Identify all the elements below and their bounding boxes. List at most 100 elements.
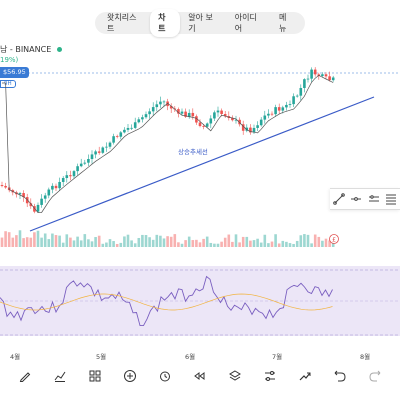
undo-icon[interactable] [332, 368, 348, 384]
top-tab-bar: 왓치리스트 차트 알아 보기 아이디어 메뉴 [95, 9, 305, 37]
candle-body [22, 193, 25, 198]
candle-body [295, 95, 299, 97]
candle-body [108, 142, 112, 147]
price-countdown-badge: 9H [0, 80, 16, 88]
candle-body [267, 113, 270, 116]
candle-body [155, 104, 159, 108]
volume-bar [195, 239, 198, 247]
volume-bar [238, 242, 241, 247]
candle-body [331, 77, 335, 81]
candle-body [148, 111, 151, 115]
candle-body [202, 126, 205, 127]
candle-body [144, 114, 148, 118]
candle-body [216, 110, 220, 113]
candle-body [58, 181, 61, 189]
volume-bar [313, 234, 317, 247]
candle-body [245, 127, 249, 131]
trendline-label: 상승추세선 [178, 148, 208, 156]
candle-body [256, 125, 259, 128]
volume-bar [187, 236, 191, 247]
candle-body [33, 206, 36, 212]
volume-bar [180, 243, 184, 247]
volume-bar [76, 236, 79, 247]
candle-body [36, 204, 40, 212]
diagonal-line-icon[interactable] [331, 191, 347, 207]
volume-bar [259, 242, 263, 247]
grid-icon[interactable] [87, 368, 103, 384]
candle-body [187, 112, 191, 117]
bottom-toolbar [0, 362, 400, 390]
tab-explore[interactable]: 알아 보기 [188, 13, 213, 33]
volume-bar [281, 240, 285, 247]
candle-body [328, 76, 331, 81]
rsi-chart[interactable] [0, 262, 400, 342]
volume-bar [148, 237, 151, 247]
volume-bar [119, 242, 123, 247]
volume-bar [166, 236, 169, 247]
symbol-title[interactable]: 남 - BINANCE [0, 44, 63, 55]
candle-body [83, 162, 87, 164]
tab-watchlist[interactable]: 왓치리스트 [107, 13, 137, 33]
volume-bar [317, 236, 321, 247]
volume-bar [43, 233, 47, 247]
candle-body [180, 111, 184, 114]
volume-bar [324, 238, 328, 247]
alarm-icon[interactable] [157, 368, 173, 384]
pencil-icon[interactable] [17, 368, 33, 384]
layers-icon[interactable] [227, 368, 243, 384]
indicator-icon[interactable] [52, 368, 68, 384]
candle-body [54, 185, 58, 189]
axis-month-may: 5월 [96, 353, 107, 361]
candle-body [205, 123, 209, 127]
tab-menu[interactable]: 메뉴 [278, 13, 287, 33]
volume-bar [177, 242, 180, 247]
volume-bar [101, 243, 105, 247]
volume-bar [198, 242, 202, 247]
volume-bar [83, 234, 87, 247]
candle-body [137, 119, 141, 123]
tab-ideas[interactable]: 아이디어 [234, 13, 257, 33]
volume-bar [213, 243, 216, 247]
volume-bar [65, 234, 69, 247]
volume-bar [54, 235, 58, 247]
volume-bar [97, 235, 101, 247]
candle-body [177, 109, 180, 114]
candle-body [72, 171, 76, 177]
price-chart[interactable]: £ [0, 40, 400, 260]
trend-icon[interactable] [297, 368, 313, 384]
volume-bar [331, 240, 335, 247]
settings-sliders-icon[interactable] [262, 368, 278, 384]
candle-body [306, 78, 310, 80]
volume-bar [47, 239, 51, 247]
candle-body [79, 163, 83, 167]
volume-bar [245, 236, 249, 247]
candle-body [285, 104, 288, 108]
candle-body [29, 203, 33, 207]
candle-body [159, 101, 162, 105]
volume-bar [191, 240, 195, 247]
volume-bar [159, 235, 162, 247]
candle-body [61, 178, 65, 182]
tab-chart[interactable]: 차트 [150, 9, 181, 37]
axis-month-jul: 7월 [272, 353, 283, 361]
horizontal-ray-icon[interactable] [348, 191, 364, 207]
replay-icon[interactable] [192, 368, 208, 384]
candle-body [303, 79, 306, 88]
volume-bar [299, 235, 303, 247]
event-icon[interactable]: £ [329, 234, 339, 244]
uptrend-line[interactable] [29, 96, 375, 232]
volume-bar [155, 234, 159, 247]
rsi-signal-line [0, 293, 333, 311]
volume-bar [69, 237, 72, 247]
redo-icon[interactable] [367, 368, 383, 384]
candle-body [130, 127, 133, 129]
volume-bar [227, 234, 231, 247]
horizontal-lines-icon[interactable] [366, 191, 382, 207]
volume-bar [0, 237, 4, 247]
add-icon[interactable] [122, 368, 138, 384]
fib-lines-icon[interactable] [383, 191, 399, 207]
volume-bar [126, 234, 130, 247]
volume-bar [29, 237, 33, 247]
volume-bar [25, 237, 29, 247]
candle-body [223, 113, 227, 117]
